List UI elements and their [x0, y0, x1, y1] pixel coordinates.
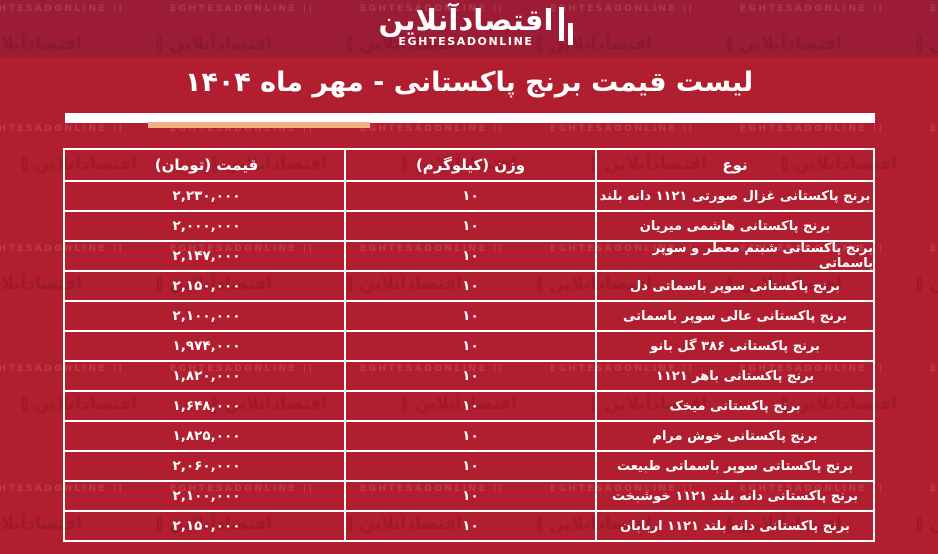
type-cell: برنج پاکستانی میخک — [595, 392, 873, 420]
price-cell: ۱,۶۴۸,۰۰۰ — [172, 398, 241, 414]
title-accent-underline — [148, 122, 370, 128]
type-cell: برنج پاکستانی دانه بلند ۱۱۲۱ اربابان — [595, 512, 873, 540]
table-header-row: نوع وزن (کیلوگرم) قیمت (تومان) — [65, 150, 873, 180]
table-row: برنج پاکستانی شبنم معطر و سوپر باسماتی ۱۰… — [65, 240, 873, 270]
logo-bar-tall-icon — [559, 7, 565, 41]
type-cell: برنج پاکستانی هاشمی میریان — [595, 212, 873, 240]
logo-latin-wordmark: EGHTESADONLINE — [398, 35, 534, 48]
type-cell: برنج پاکستانی عالی سوپر باسماتی — [595, 302, 873, 330]
table-row: برنج پاکستانی غزال صورتی ۱۱۲۱ دانه بلند ۱… — [65, 180, 873, 210]
type-cell: برنج پاکستانی خوش مرام — [595, 422, 873, 450]
page-title: لیست قیمت برنج پاکستانی - مهر ماه ۱۴۰۴ — [184, 67, 754, 98]
brand-logo-text: اقتصادآنلاین EGHTESADONLINE — [379, 5, 554, 48]
weight-cell: ۱۰ — [344, 302, 595, 330]
weight-cell: ۱۰ — [344, 362, 595, 390]
type-cell: برنج پاکستانی غزال صورتی ۱۱۲۱ دانه بلند — [595, 182, 873, 210]
table-row: برنج پاکستانی خوش مرام ۱۰ ۱,۸۲۵,۰۰۰ — [65, 420, 873, 450]
brand-logo: اقتصادآنلاین EGHTESADONLINE — [0, 5, 938, 48]
table-row: برنج پاکستانی سوپر باسماتی دل ۱۰ ۲,۱۵۰,۰۰۰ — [65, 270, 873, 300]
weight-cell: ۱۰ — [344, 242, 595, 270]
type-cell: برنج پاکستانی دانه بلند ۱۱۲۱ خوشبخت — [595, 482, 873, 510]
price-cell: ۲,۱۰۰,۰۰۰ — [172, 488, 241, 504]
table-row: برنج پاکستانی عالی سوپر باسماتی ۱۰ ۲,۱۰۰,۰… — [65, 300, 873, 330]
price-cell: ۲,۱۵۰,۰۰۰ — [172, 278, 241, 294]
table-row: برنج پاکستانی دانه بلند ۱۱۲۱ خوشبخت ۱۰ ۲,۱… — [65, 480, 873, 510]
title-divider-bar — [65, 113, 875, 123]
table-row: برنج پاکستانی ۳۸۶ گل بانو ۱۰ ۱,۹۷۴,۰۰۰ — [65, 330, 873, 360]
price-cell: ۲,۱۴۷,۰۰۰ — [172, 248, 241, 264]
weight-cell: ۱۰ — [344, 452, 595, 480]
weight-cell: ۱۰ — [344, 182, 595, 210]
price-cell: ۲,۲۳۰,۰۰۰ — [172, 188, 241, 204]
weight-cell: ۱۰ — [344, 422, 595, 450]
price-cell: ۱,۸۲۰,۰۰۰ — [172, 368, 241, 384]
table-row: برنج پاکستانی باهر ۱۱۲۱ ۱۰ ۱,۸۲۰,۰۰۰ — [65, 360, 873, 390]
logo-bar-short-icon — [568, 23, 574, 45]
price-cell: ۲,۱۰۰,۰۰۰ — [172, 308, 241, 324]
logo-persian-wordmark: اقتصادآنلاین — [378, 3, 554, 37]
price-column-header: قیمت (تومان) — [154, 156, 259, 174]
table-row: برنج پاکستانی هاشمی میریان ۱۰ ۲,۰۰۰,۰۰۰ — [65, 210, 873, 240]
table-row: برنج پاکستانی دانه بلند ۱۱۲۱ اربابان ۱۰ ۲,… — [65, 510, 873, 540]
price-cell: ۲,۱۵۰,۰۰۰ — [172, 518, 241, 534]
logo-bars-icon — [559, 5, 574, 45]
type-cell: برنج پاکستانی ۳۸۶ گل بانو — [595, 332, 873, 360]
price-cell: ۲,۰۶۰,۰۰۰ — [172, 458, 241, 474]
type-cell: برنج پاکستانی شبنم معطر و سوپر باسماتی — [595, 242, 873, 270]
weight-column-header: وزن (کیلوگرم) — [344, 150, 595, 180]
type-column-header: نوع — [595, 150, 873, 180]
table-row: برنج پاکستانی سوپر باسماتی طبیعت ۱۰ ۲,۰۶۰,… — [65, 450, 873, 480]
table-row: برنج پاکستانی میخک ۱۰ ۱,۶۴۸,۰۰۰ — [65, 390, 873, 420]
weight-cell: ۱۰ — [344, 482, 595, 510]
price-cell: ۱,۹۷۴,۰۰۰ — [172, 338, 241, 354]
price-table: نوع وزن (کیلوگرم) قیمت (تومان) برنج پاکس… — [63, 148, 875, 542]
type-cell: برنج پاکستانی سوپر باسماتی دل — [595, 272, 873, 300]
price-cell: ۱,۸۲۵,۰۰۰ — [172, 428, 241, 444]
weight-cell: ۱۰ — [344, 332, 595, 360]
type-cell: برنج پاکستانی باهر ۱۱۲۱ — [595, 362, 873, 390]
price-cell: ۲,۰۰۰,۰۰۰ — [172, 218, 241, 234]
weight-cell: ۱۰ — [344, 512, 595, 540]
price-table-body: برنج پاکستانی غزال صورتی ۱۱۲۱ دانه بلند ۱… — [65, 180, 873, 540]
weight-cell: ۱۰ — [344, 272, 595, 300]
header-band — [0, 0, 938, 57]
weight-cell: ۱۰ — [344, 212, 595, 240]
type-cell: برنج پاکستانی سوپر باسماتی طبیعت — [595, 452, 873, 480]
weight-cell: ۱۰ — [344, 392, 595, 420]
